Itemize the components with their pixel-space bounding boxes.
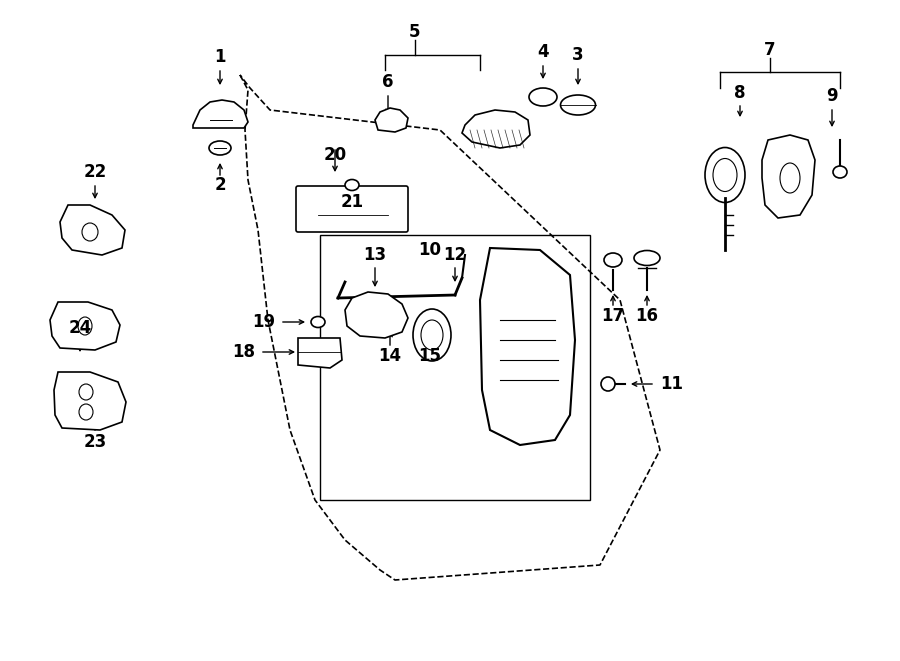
Ellipse shape: [634, 251, 660, 266]
Text: 15: 15: [418, 347, 442, 365]
Polygon shape: [375, 108, 408, 132]
Text: 6: 6: [382, 73, 394, 91]
Text: 23: 23: [84, 433, 106, 451]
Ellipse shape: [82, 223, 98, 241]
Ellipse shape: [421, 320, 443, 350]
Text: 10: 10: [418, 241, 442, 259]
Ellipse shape: [604, 253, 622, 267]
Text: 9: 9: [826, 87, 838, 105]
Polygon shape: [345, 292, 408, 338]
Text: 5: 5: [410, 23, 421, 41]
Ellipse shape: [78, 317, 92, 335]
Ellipse shape: [345, 180, 359, 190]
Polygon shape: [480, 248, 575, 445]
Polygon shape: [54, 372, 126, 430]
Ellipse shape: [413, 309, 451, 361]
Ellipse shape: [780, 163, 800, 193]
Text: 2: 2: [214, 176, 226, 194]
Text: 24: 24: [68, 319, 92, 337]
Text: 11: 11: [660, 375, 683, 393]
Polygon shape: [193, 100, 248, 128]
Polygon shape: [60, 205, 125, 255]
Polygon shape: [50, 302, 120, 350]
Ellipse shape: [529, 88, 557, 106]
Text: 1: 1: [214, 48, 226, 66]
Ellipse shape: [311, 317, 325, 327]
Ellipse shape: [79, 404, 93, 420]
Polygon shape: [298, 338, 342, 368]
Text: 20: 20: [323, 146, 346, 164]
Text: 18: 18: [232, 343, 255, 361]
FancyBboxPatch shape: [296, 186, 408, 232]
Text: 8: 8: [734, 84, 746, 102]
Ellipse shape: [833, 166, 847, 178]
Text: 7: 7: [764, 41, 776, 59]
Text: 21: 21: [340, 193, 364, 211]
Text: 19: 19: [252, 313, 275, 331]
Ellipse shape: [561, 95, 596, 115]
Ellipse shape: [79, 384, 93, 400]
Text: 14: 14: [378, 347, 401, 365]
Ellipse shape: [209, 141, 231, 155]
Text: 22: 22: [84, 163, 106, 181]
Ellipse shape: [713, 159, 737, 192]
Text: 16: 16: [635, 307, 659, 325]
Polygon shape: [762, 135, 815, 218]
Polygon shape: [462, 110, 530, 148]
Text: 12: 12: [444, 246, 466, 264]
Text: 17: 17: [601, 307, 625, 325]
Ellipse shape: [705, 147, 745, 202]
Text: 3: 3: [572, 46, 584, 64]
Ellipse shape: [601, 377, 615, 391]
Text: 13: 13: [364, 246, 387, 264]
Bar: [320, 235, 590, 500]
Text: 4: 4: [537, 43, 549, 61]
